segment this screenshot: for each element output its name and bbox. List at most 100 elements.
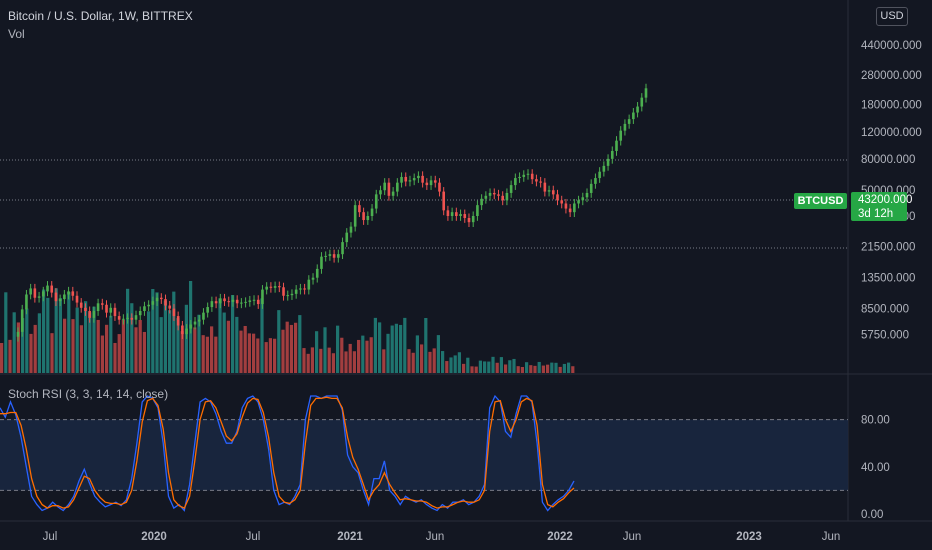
candle-body bbox=[100, 303, 104, 305]
candle-body bbox=[240, 302, 243, 304]
volume-bar bbox=[499, 357, 503, 373]
volume-bar bbox=[340, 337, 344, 373]
candle-body bbox=[63, 294, 66, 300]
volume-bars bbox=[0, 281, 575, 373]
candle-body bbox=[37, 296, 41, 298]
volume-bar bbox=[42, 289, 46, 373]
volume-bar bbox=[151, 289, 155, 373]
candle-body bbox=[535, 179, 538, 182]
candle-body bbox=[505, 192, 509, 201]
volume-bar bbox=[25, 308, 29, 373]
candle-body bbox=[33, 288, 37, 298]
rsi-tick-label: 80.00 bbox=[861, 415, 890, 427]
candle-body bbox=[358, 205, 361, 213]
candle-body bbox=[488, 192, 492, 196]
volume-bar bbox=[117, 334, 121, 373]
price-tick-label: 8500.000 bbox=[861, 304, 909, 316]
volume-bar bbox=[239, 330, 243, 373]
time-tick-label: Jun bbox=[822, 531, 841, 543]
volume-bar bbox=[571, 366, 575, 373]
candle-body bbox=[168, 305, 172, 309]
bar-countdown: 3d 12h bbox=[858, 208, 894, 220]
candle-body bbox=[151, 301, 155, 305]
price-axis: 440000.000 280000.000 180000.000 120000.000… bbox=[861, 40, 922, 342]
volume-bar bbox=[323, 327, 327, 373]
volume-bar bbox=[88, 312, 92, 373]
volume-bar bbox=[37, 313, 41, 373]
volume-bar bbox=[403, 317, 407, 373]
candle-body bbox=[636, 106, 639, 113]
volume-bar bbox=[163, 300, 167, 373]
candle-body bbox=[429, 180, 433, 186]
volume-bar bbox=[33, 324, 37, 373]
chart-legend-title[interactable]: Bitcoin / U.S. Dollar, 1W, BITTREX bbox=[8, 9, 193, 23]
time-tick-label: 2023 bbox=[736, 531, 762, 543]
volume-bar bbox=[407, 349, 411, 373]
stoch-rsi-legend-label[interactable]: Stoch RSI (3, 3, 14, 14, close) bbox=[8, 387, 169, 401]
volume-bar bbox=[138, 320, 142, 373]
candle-body bbox=[425, 182, 429, 186]
price-tick-label: 13500.000 bbox=[861, 273, 915, 285]
volume-bar bbox=[8, 339, 12, 373]
volume-bar bbox=[554, 362, 558, 373]
candle-body bbox=[50, 285, 54, 293]
volume-bar bbox=[231, 294, 235, 373]
price-tick-label: 5750.000 bbox=[861, 330, 909, 342]
candle-body bbox=[206, 307, 209, 313]
volume-bar bbox=[294, 322, 298, 373]
volume-bar bbox=[315, 331, 319, 373]
candle-body bbox=[501, 195, 505, 201]
volume-bar bbox=[420, 344, 424, 373]
candle-body bbox=[514, 178, 517, 186]
volume-bar bbox=[67, 292, 71, 373]
volume-legend-label[interactable]: Vol bbox=[8, 27, 25, 41]
candle-body bbox=[522, 174, 526, 177]
volume-bar bbox=[201, 335, 205, 373]
candle-body bbox=[315, 268, 319, 278]
volume-bar bbox=[306, 353, 310, 373]
volume-bar bbox=[84, 301, 88, 373]
candle-body bbox=[294, 289, 298, 294]
candle-body bbox=[282, 287, 285, 296]
candle-body bbox=[92, 311, 96, 318]
volume-bar bbox=[470, 366, 474, 373]
candle-body bbox=[391, 191, 395, 196]
candle-body bbox=[619, 130, 623, 141]
volume-bar bbox=[432, 348, 436, 373]
volume-bar bbox=[281, 329, 285, 373]
price-tick-label: 180000.000 bbox=[861, 100, 922, 112]
candle-body bbox=[581, 197, 585, 201]
candle-body bbox=[147, 304, 150, 307]
candle-body bbox=[290, 293, 294, 296]
volume-bar bbox=[109, 315, 113, 373]
candle-body bbox=[353, 205, 357, 227]
candle-body bbox=[412, 178, 416, 181]
candle-body bbox=[442, 191, 445, 211]
candle-body bbox=[227, 301, 231, 303]
candle-body bbox=[256, 299, 260, 305]
candle-body bbox=[172, 308, 176, 317]
candle-body bbox=[421, 175, 424, 183]
volume-bar bbox=[210, 326, 214, 373]
volume-bar bbox=[159, 317, 163, 373]
candle-body bbox=[408, 180, 412, 182]
candle-body bbox=[117, 316, 121, 320]
candle-body bbox=[320, 256, 323, 269]
volume-bar bbox=[344, 351, 348, 373]
candle-body bbox=[265, 286, 268, 290]
volume-bar bbox=[12, 312, 16, 373]
volume-bar bbox=[172, 291, 176, 373]
candle-body bbox=[84, 307, 87, 312]
last-price-tag: 43200.000 3d 12h bbox=[851, 192, 912, 221]
volume-bar bbox=[369, 337, 373, 373]
volume-bar bbox=[550, 362, 554, 373]
candle-body bbox=[459, 214, 462, 216]
candle-body bbox=[379, 190, 382, 195]
volume-bar bbox=[285, 321, 289, 373]
volume-bar bbox=[155, 292, 159, 373]
volume-bar bbox=[546, 364, 550, 373]
candle-body bbox=[400, 176, 403, 183]
volume-bar bbox=[252, 333, 256, 373]
currency-button[interactable]: USD bbox=[876, 7, 908, 26]
